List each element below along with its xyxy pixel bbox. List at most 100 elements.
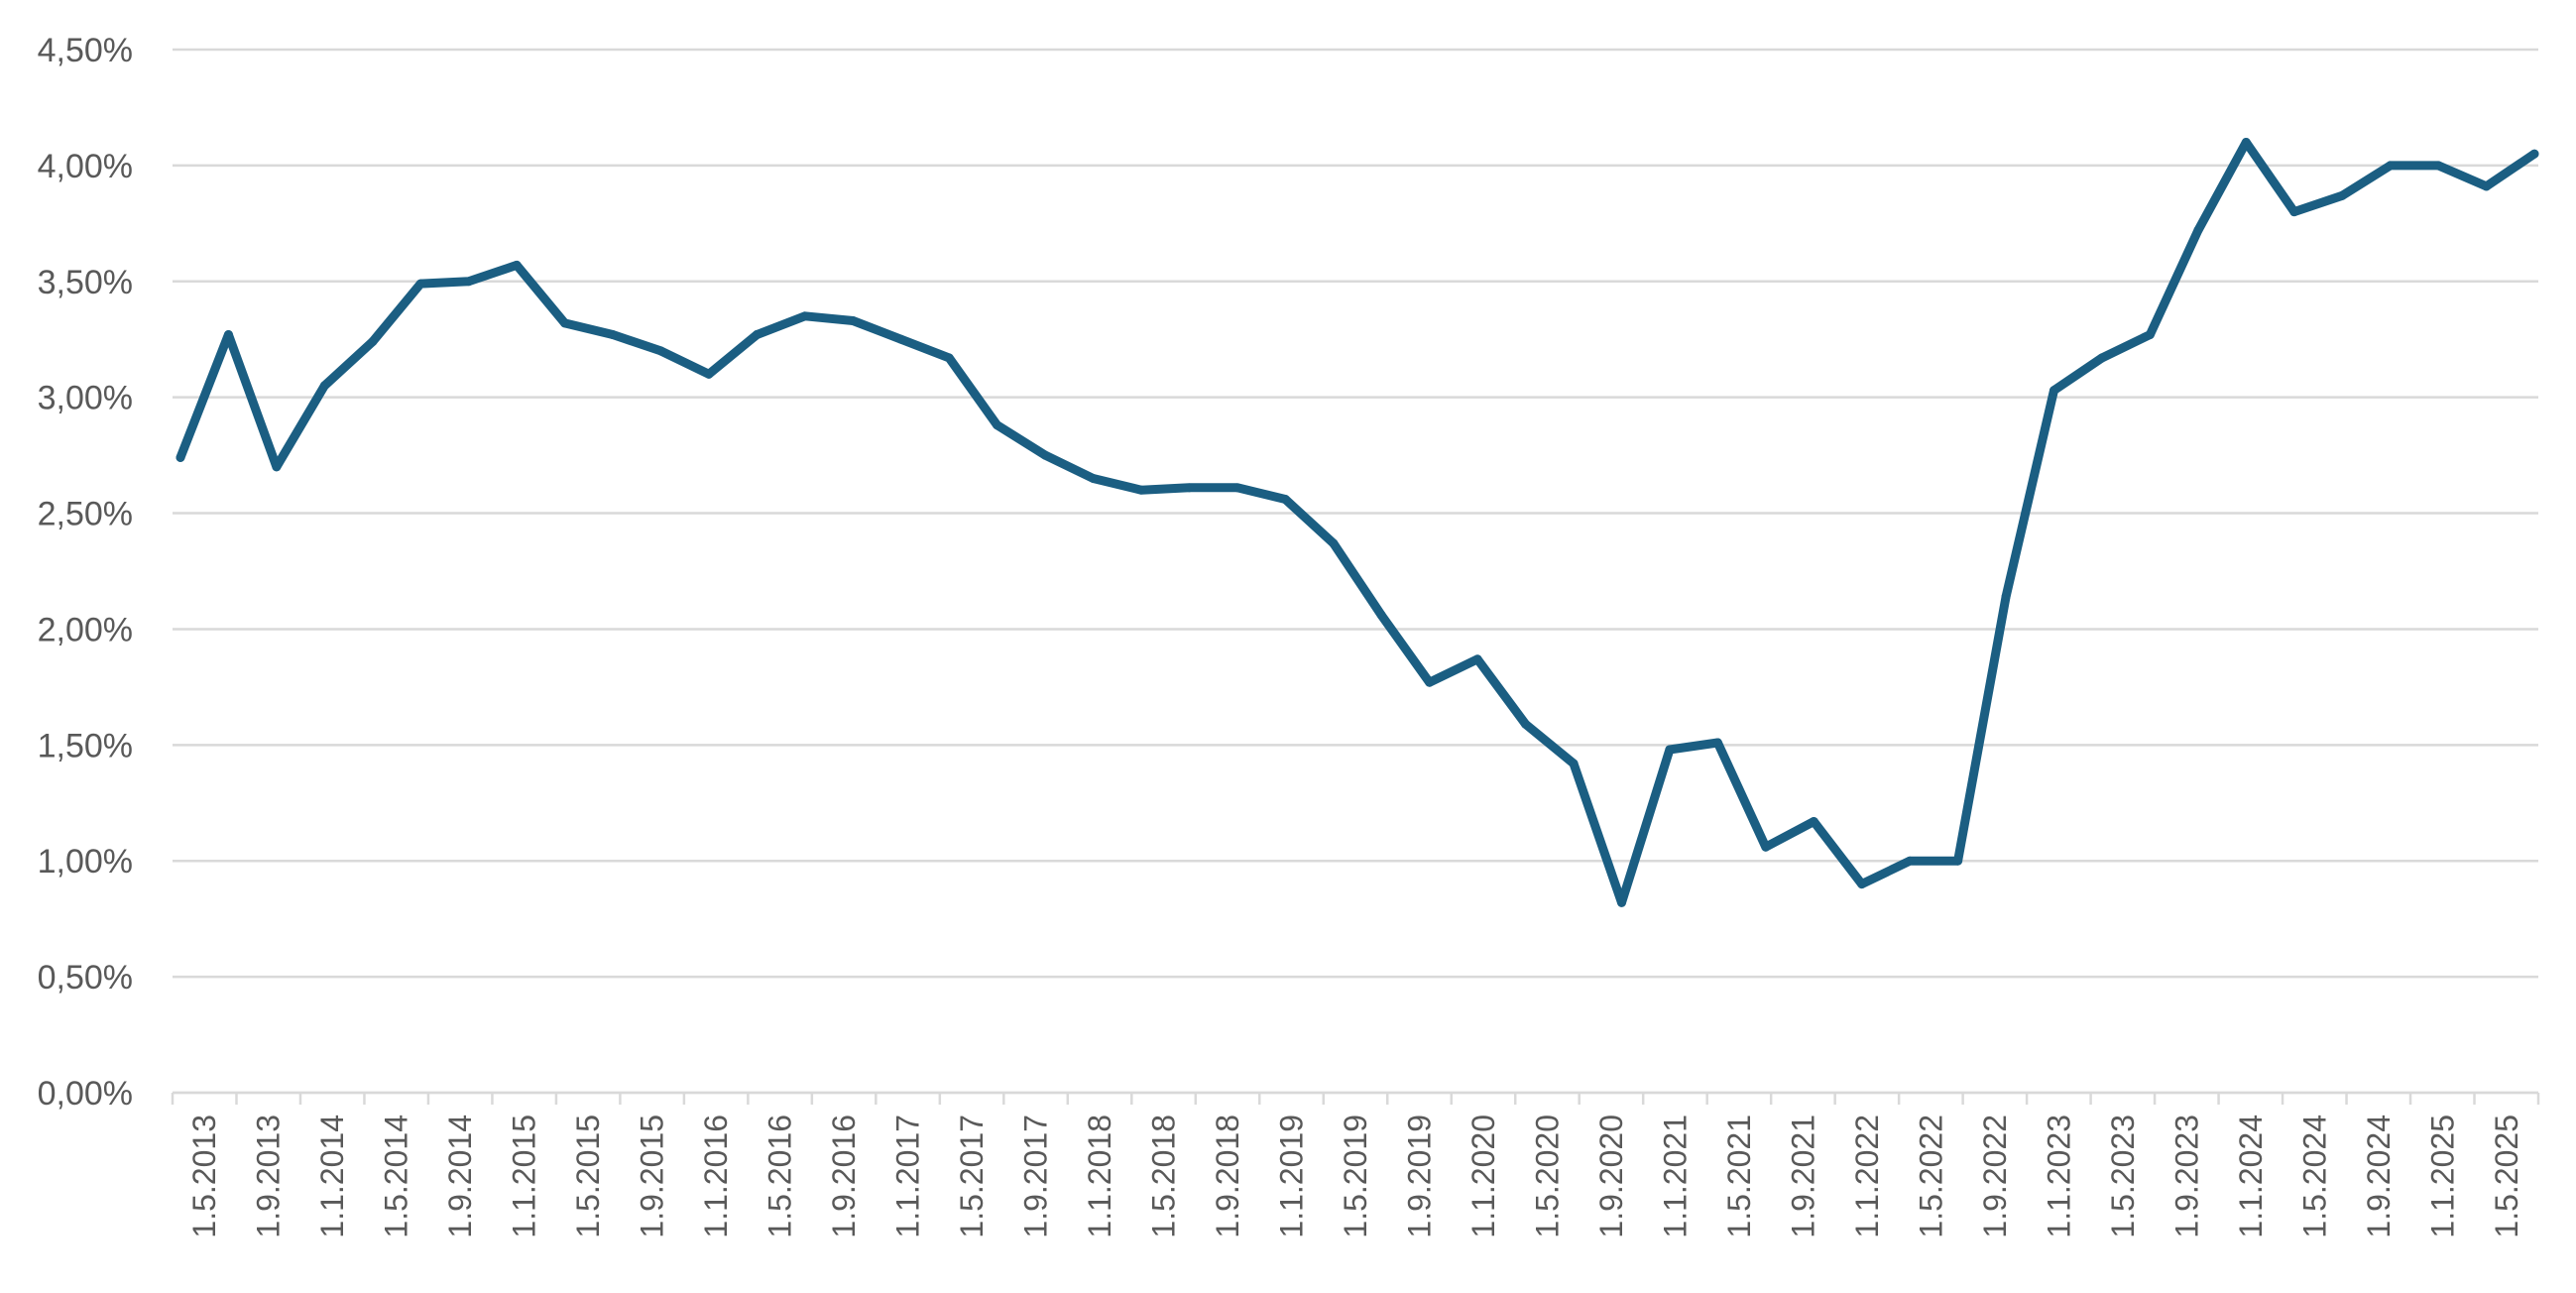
y-tick-label: 3,50%	[38, 264, 133, 301]
data-point	[1376, 610, 1386, 620]
data-point	[2482, 181, 2492, 191]
series-line	[176, 138, 2539, 907]
data-point	[1521, 719, 1531, 729]
y-tick-label: 4,00%	[38, 148, 133, 185]
x-tick-label: 1.9.2021	[1785, 1115, 1820, 1238]
data-point	[608, 330, 618, 340]
data-point	[223, 330, 233, 340]
x-tick-label: 1.5.2016	[762, 1115, 798, 1238]
y-tick-label: 4,50%	[38, 32, 133, 69]
data-point	[560, 318, 570, 328]
data-point	[1425, 677, 1435, 687]
data-point	[2097, 353, 2107, 363]
data-point	[1712, 738, 1722, 748]
data-point	[704, 369, 714, 379]
x-tick-label: 1.9.2018	[1210, 1115, 1245, 1238]
series-layer	[176, 138, 2539, 907]
data-point	[2386, 161, 2396, 171]
x-tick-label: 1.5.2019	[1338, 1115, 1373, 1238]
data-point	[2289, 207, 2299, 217]
data-point	[1761, 842, 1771, 852]
x-tick-label: 1.9.2024	[2361, 1115, 2397, 1238]
x-tick-label: 1.5.2015	[570, 1115, 606, 1238]
data-point	[1136, 485, 1146, 495]
data-point	[1472, 654, 1482, 664]
data-point	[1329, 538, 1339, 548]
x-tick-label: 1.9.2023	[2168, 1115, 2204, 1238]
x-tick-label: 1.9.2020	[1593, 1115, 1629, 1238]
data-point	[2241, 138, 2251, 148]
x-tick-label: 1.1.2023	[2041, 1115, 2076, 1238]
data-point	[464, 277, 474, 287]
y-tick-label: 3,00%	[38, 380, 133, 417]
x-tick-label: 1.5.2024	[2296, 1115, 2332, 1238]
x-tick-label: 1.1.2015	[507, 1115, 542, 1238]
x-tick-label: 1.5.2023	[2105, 1115, 2141, 1238]
x-tick-label: 1.5.2013	[186, 1115, 222, 1238]
data-point	[2529, 149, 2539, 159]
data-point	[368, 337, 378, 347]
x-tick-label: 1.1.2018	[1082, 1115, 1117, 1238]
data-point	[2433, 161, 2443, 171]
x-tick-label: 1.5.2020	[1529, 1115, 1565, 1238]
data-point	[655, 346, 665, 356]
data-point	[1857, 880, 1867, 889]
x-tick-label: 1.1.2016	[698, 1115, 734, 1238]
data-point	[1280, 495, 1290, 505]
x-tick-label: 1.5.2017	[954, 1115, 990, 1238]
x-tick-label: 1.1.2024	[2233, 1115, 2269, 1238]
x-tick-label: 1.5.2014	[379, 1115, 414, 1238]
x-tick-label: 1.5.2018	[1146, 1115, 1182, 1238]
data-point	[1665, 745, 1675, 755]
x-tick-label: 1.9.2014	[442, 1115, 478, 1238]
x-tick-label: 1.9.2013	[251, 1115, 287, 1238]
gridlines	[173, 48, 2538, 1095]
y-tick-label: 0,50%	[38, 959, 133, 997]
data-point	[944, 353, 954, 363]
x-tick-label: 1.9.2017	[1018, 1115, 1054, 1238]
x-tick-label: 1.1.2020	[1465, 1115, 1501, 1238]
data-point	[1905, 856, 1915, 866]
data-point	[896, 334, 906, 344]
x-tick-label: 1.9.2016	[826, 1115, 862, 1238]
x-tick-label: 1.1.2017	[890, 1115, 926, 1238]
data-point	[1809, 816, 1818, 826]
x-tick-label: 1.9.2015	[635, 1115, 670, 1238]
y-tick-label: 2,50%	[38, 496, 133, 533]
data-point	[1232, 483, 1242, 493]
data-point	[1040, 450, 1050, 460]
x-tick-label: 1.1.2014	[314, 1115, 350, 1238]
data-point	[272, 462, 282, 472]
x-tick-label: 1.1.2019	[1274, 1115, 1310, 1238]
data-point	[512, 260, 522, 270]
data-point	[2001, 592, 2011, 602]
data-point	[1569, 759, 1579, 768]
y-tick-label: 2,00%	[38, 611, 133, 648]
x-tick-label: 1.1.2022	[1849, 1115, 1885, 1238]
data-point	[800, 311, 810, 321]
data-point	[2049, 386, 2059, 396]
data-point	[1089, 473, 1099, 483]
data-point	[1616, 897, 1626, 907]
data-point	[1953, 856, 1963, 866]
x-tick-label: 1.5.2022	[1913, 1115, 1948, 1238]
y-tick-label: 1,50%	[38, 727, 133, 764]
data-point	[176, 452, 185, 462]
data-point	[415, 279, 425, 289]
data-point	[752, 330, 761, 340]
x-tick-label: 1.9.2019	[1401, 1115, 1437, 1238]
data-point	[993, 420, 1002, 430]
data-point	[2193, 225, 2203, 235]
y-axis: 0,00% 0,50% 1,00% 1,50% 2,00% 2,50% 3,00% 3,50%…	[38, 32, 133, 1113]
x-tick-label: 1.5.2021	[1721, 1115, 1757, 1238]
y-tick-label: 0,00%	[38, 1075, 133, 1113]
data-point	[319, 381, 329, 391]
x-tick-label: 1.9.2022	[1977, 1115, 2013, 1238]
x-tick-label: 1.1.2021	[1657, 1115, 1693, 1238]
x-tick-label: 1.5.2025	[2489, 1115, 2524, 1238]
data-point	[848, 316, 858, 326]
data-point	[1184, 483, 1194, 493]
x-axis: 1.5.2013 1.9.2013 1.1.2014 1.5.2014 1.9.2014…	[171, 1091, 2540, 1238]
